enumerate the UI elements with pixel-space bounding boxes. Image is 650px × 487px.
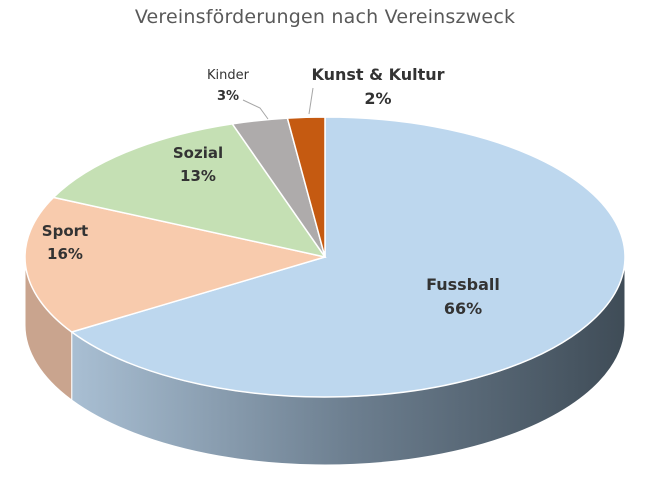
label-kinder-name: Kinder (207, 68, 250, 83)
label-sozial-name: Sozial (173, 144, 223, 162)
pie-slice-fussball (70, 116, 626, 398)
label-fussball-percent: 66% (444, 299, 482, 318)
pie-slice-kunst-and-kultur (286, 116, 326, 258)
label-kunst-and-kultur-percent: 2% (364, 89, 391, 108)
pie-slice-sozial (52, 123, 327, 259)
leader-line-kunst-and-kultur (308, 87, 314, 115)
label-kunst-and-kultur-name: Kunst & Kultur (311, 65, 444, 84)
label-kinder-percent: 3% (217, 89, 239, 104)
leader-line-kinder (242, 99, 269, 120)
pie-slice-sport (24, 196, 326, 333)
chart-title: Vereinsförderungen nach Vereinszweck (134, 6, 516, 28)
label-sport-percent: 16% (47, 245, 83, 263)
label-sozial-percent: 13% (180, 167, 216, 185)
label-sport-name: Sport (42, 222, 88, 240)
label-fussball-name: Fussball (426, 275, 500, 294)
